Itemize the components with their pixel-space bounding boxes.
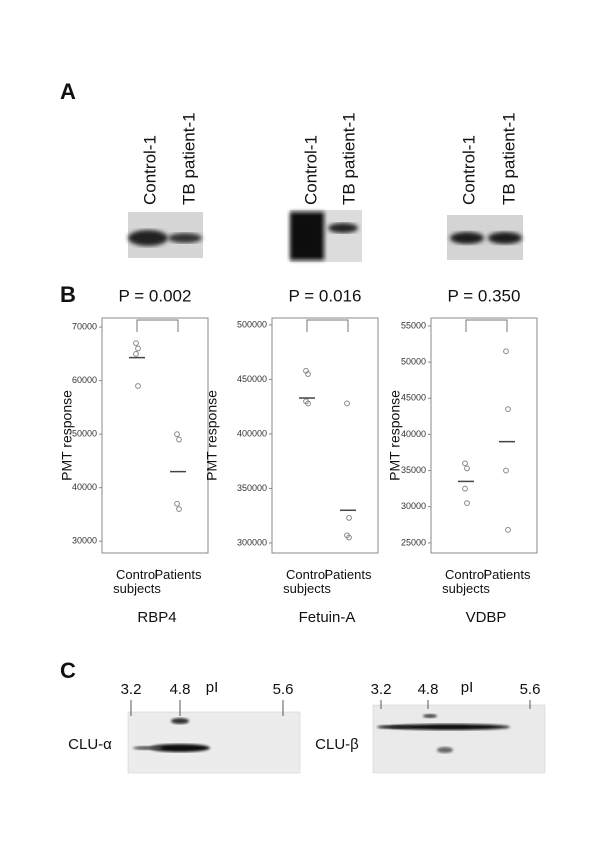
y-tick-label: 450000 <box>237 374 267 384</box>
data-point <box>176 506 182 513</box>
data-point <box>346 515 352 521</box>
panel-label: A <box>60 79 76 104</box>
y-tick-label: 400000 <box>237 428 267 438</box>
y-axis-label: PMT response <box>387 390 403 481</box>
chart-title: P = 0.350 <box>448 286 521 305</box>
data-point <box>174 500 180 507</box>
panel-label: C <box>60 658 76 683</box>
lane-label: TB patient-1 <box>499 112 518 205</box>
y-tick-label: 300000 <box>237 537 267 547</box>
lane-label: Control-1 <box>301 135 320 205</box>
data-point <box>464 500 470 507</box>
gel-tick-label: 5.6 <box>273 681 294 698</box>
data-point <box>346 534 352 541</box>
category-label-box: Control subjects <box>113 568 161 596</box>
category-label-box: Control subjects <box>442 568 490 596</box>
data-point <box>135 383 141 389</box>
data-point <box>503 467 509 474</box>
lane-label: TB patient-1 <box>179 112 198 205</box>
y-tick-label: 70000 <box>72 321 97 331</box>
x-tick-label: Patients <box>483 568 531 582</box>
data-point <box>305 371 311 377</box>
gel-axis-title: pI <box>206 679 219 696</box>
gel-tick-label: 4.8 <box>170 681 191 698</box>
gel-label: CLU-β <box>315 736 359 753</box>
significance-bracket <box>306 319 349 332</box>
data-point <box>462 485 468 492</box>
lane-label: Control-1 <box>140 135 159 205</box>
y-tick-label: 40000 <box>72 482 97 492</box>
x-axis-label: RBP4 <box>137 609 176 626</box>
data-point <box>464 465 470 472</box>
y-axis-label: PMT response <box>204 390 220 481</box>
lane-label: Control-1 <box>459 135 478 205</box>
y-tick-label: 45000 <box>401 393 426 403</box>
plot-frame <box>271 317 379 554</box>
chart-title: P = 0.002 <box>119 286 192 305</box>
data-point <box>305 400 311 407</box>
gel-tick-label: 3.2 <box>121 681 142 698</box>
y-tick-label: 60000 <box>72 375 97 385</box>
gel-images <box>127 704 546 774</box>
data-point <box>133 340 139 347</box>
plot-frame <box>101 317 209 554</box>
gel-tick-label: 5.6 <box>520 681 541 698</box>
y-tick-label: 55000 <box>401 320 426 330</box>
data-point <box>503 348 509 355</box>
y-tick-label: 50000 <box>72 429 97 439</box>
x-axis-label: Fetuin-A <box>299 609 356 626</box>
category-label-box: Patients <box>483 568 531 582</box>
gel-axis-title: pI <box>461 679 474 696</box>
y-tick-label: 25000 <box>401 537 426 547</box>
data-point <box>462 460 468 467</box>
x-tick-label: Patients <box>324 568 372 582</box>
data-point <box>176 436 182 443</box>
x-tick-label: Control subjects <box>283 568 331 596</box>
gel-tick-label: 3.2 <box>371 681 392 698</box>
category-label-box: Patients <box>324 568 372 582</box>
lane-label: TB patient-1 <box>339 112 358 205</box>
significance-bracket <box>465 319 508 332</box>
plot-frame <box>430 317 538 554</box>
y-tick-label: 35000 <box>401 465 426 475</box>
data-point <box>505 406 511 413</box>
x-axis-label: VDBP <box>466 609 507 626</box>
y-tick-label: 30000 <box>401 501 426 511</box>
y-tick-label: 30000 <box>72 536 97 546</box>
y-axis-label: PMT response <box>59 390 75 481</box>
chart-title: P = 0.016 <box>289 286 362 305</box>
category-label-box: Patients <box>154 568 202 582</box>
y-tick-label: 50000 <box>401 356 426 366</box>
data-point <box>344 400 350 407</box>
data-point <box>174 431 180 438</box>
x-tick-label: Control subjects <box>113 568 161 596</box>
x-tick-label: Patients <box>154 568 202 582</box>
category-label-box: Control subjects <box>283 568 331 596</box>
data-point <box>135 345 141 352</box>
significance-bracket <box>136 319 179 332</box>
x-tick-label: Control subjects <box>442 568 490 596</box>
blot-images <box>128 210 523 262</box>
y-tick-label: 500000 <box>237 319 267 329</box>
y-tick-label: 350000 <box>237 483 267 493</box>
data-point <box>505 526 511 533</box>
data-point <box>133 350 139 357</box>
gel-tick-label: 4.8 <box>418 681 439 698</box>
panel-label: B <box>60 282 76 307</box>
gel-label: CLU-α <box>68 736 112 753</box>
y-tick-label: 40000 <box>401 429 426 439</box>
